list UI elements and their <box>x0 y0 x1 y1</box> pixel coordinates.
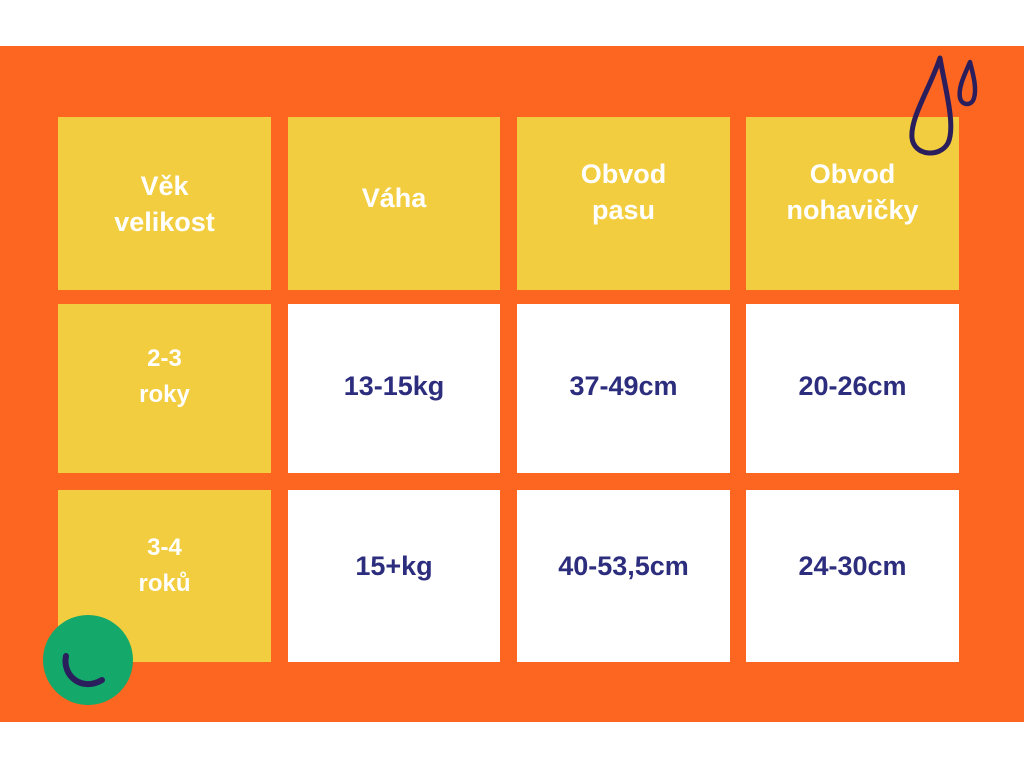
header-age-size: Věk velikost <box>58 117 271 290</box>
cell-value: 13-15kg <box>343 370 445 401</box>
smile-circle-icon <box>43 615 133 705</box>
cell-value: 24-30cm <box>798 551 907 581</box>
header-waist: Obvod pasu <box>517 117 730 290</box>
header-label: Obvod pasu <box>580 158 667 225</box>
header-label: Věk velikost <box>114 170 215 237</box>
table-cell: 13-15kg <box>288 304 500 473</box>
header-weight: Váha <box>288 117 500 290</box>
table-cell: 15+kg <box>288 490 500 662</box>
table-cell: 40-53,5cm <box>517 490 730 662</box>
table-cell: 24-30cm <box>746 490 959 662</box>
row-label-2-3: 2-3 roky <box>58 304 271 473</box>
table-cell: 20-26cm <box>746 304 959 473</box>
header-label: Obvod nohavičky <box>786 158 919 225</box>
water-drops-icon <box>909 55 978 156</box>
cell-value: 15+kg <box>355 551 433 581</box>
row-label: 2-3 roky <box>139 344 190 408</box>
cell-value: 20-26cm <box>798 370 907 401</box>
row-label: 3-4 roků <box>138 534 191 597</box>
header-label: Váha <box>361 182 427 213</box>
table-cell: 37-49cm <box>517 304 730 473</box>
header-leg: Obvod nohavičky <box>746 117 959 290</box>
cell-value: 40-53,5cm <box>558 551 689 581</box>
cell-value: 37-49cm <box>569 370 678 401</box>
